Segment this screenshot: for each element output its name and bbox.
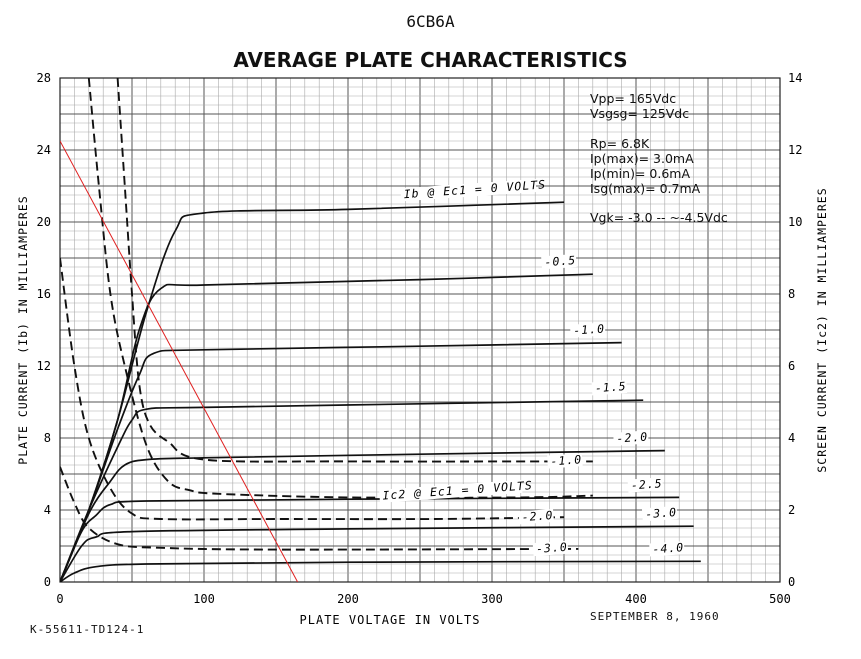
y2-tick-label: 4	[788, 431, 795, 445]
y2-tick-label: 8	[788, 287, 795, 301]
spec-vsgsg: Vsgsg= 125Vdc	[590, 106, 690, 121]
y-tick-label: 4	[44, 503, 51, 517]
curve-label-bg	[518, 509, 554, 525]
y-tick-label: 8	[44, 431, 51, 445]
load-line	[60, 140, 299, 582]
curve-label: -1.0	[550, 452, 583, 468]
y-tick-label: 0	[44, 575, 51, 589]
screen-curve	[116, 78, 593, 463]
tube-type-heading: 6CB6A	[406, 12, 455, 31]
curve-label-bg	[400, 178, 537, 202]
date-label: SEPTEMBER 8, 1960	[590, 610, 720, 623]
plate-curve	[60, 525, 694, 582]
curve-label: -2.0	[521, 508, 554, 524]
curve-label: -1.5	[594, 379, 627, 395]
chart-labels: 0 100 200 300 400 500048121620242802468101214…	[16, 71, 829, 627]
curve-label-bg	[641, 506, 678, 522]
drawing-number: K-55611-TD124-1	[30, 623, 145, 636]
x-tick-label: 400	[625, 592, 647, 606]
spec-ip-min: Ip(min)= 0.6mA	[590, 166, 690, 181]
spec-ip-max: Ip(max)= 3.0mA	[590, 151, 694, 166]
curve-label-bg	[649, 541, 685, 557]
plot-frame	[59, 77, 781, 583]
plate-curve	[60, 560, 701, 582]
spec-rp: Rp= 6.8K	[590, 136, 650, 151]
curve-label-bg	[569, 322, 606, 338]
chart-title: AVERAGE PLATE CHARACTERISTICS	[233, 48, 628, 72]
y2-tick-label: 14	[788, 71, 802, 85]
plate-curve	[60, 449, 665, 582]
curve-label: -3.0	[536, 540, 569, 556]
y-tick-label: 12	[37, 359, 51, 373]
y-tick-label: 16	[37, 287, 51, 301]
curve-label-bg	[532, 540, 569, 557]
screen-curve	[60, 257, 565, 521]
curve-label: Ib @ Ec1 = 0 VOLTS	[403, 177, 546, 201]
x-tick-label: 500	[769, 592, 791, 606]
y2-tick-label: 0	[788, 575, 795, 589]
curve-label-bg	[547, 453, 583, 469]
plate-curve	[60, 341, 622, 582]
curve-label-bg	[541, 254, 577, 270]
curve-label: -2.5	[630, 476, 663, 492]
x-tick-label: 100	[193, 592, 215, 606]
y-tick-label: 24	[37, 143, 51, 157]
y2-tick-label: 6	[788, 359, 795, 373]
curve-label-bg	[613, 430, 649, 446]
plate-curve	[60, 201, 565, 582]
curve-label: -4.0	[652, 540, 685, 556]
x-tick-label: 0	[56, 592, 63, 606]
spec-vgk: Vgk= -3.0 -- ~-4.5Vdc	[590, 210, 728, 225]
curve-label-bg	[591, 380, 628, 396]
screen-curve	[60, 466, 579, 551]
y2-tick-label: 2	[788, 503, 795, 517]
y2-tick-label: 10	[788, 215, 802, 229]
x-tick-label: 200	[337, 592, 359, 606]
y2-axis-label: SCREEN CURRENT (Ic2) IN MILLIAMPERES	[815, 187, 829, 472]
curve-label-bg	[379, 479, 523, 503]
chart-curves	[60, 78, 701, 582]
curve-label: -0.5	[544, 253, 577, 269]
spec-vpp: Vpp= 165Vdc	[590, 91, 677, 106]
curve-label-bg	[627, 477, 664, 493]
x-axis-label: PLATE VOLTAGE IN VOLTS	[300, 613, 481, 627]
curve-label: -1.0	[573, 321, 606, 337]
y-tick-label: 20	[37, 215, 51, 229]
chart-axes	[59, 77, 781, 583]
y-axis-label: PLATE CURRENT (Ib) IN MILLIAMPERES	[16, 195, 30, 464]
x-tick-label: 300	[481, 592, 503, 606]
plate-curve	[60, 399, 644, 582]
y2-tick-label: 12	[788, 143, 802, 157]
curve-label: -3.0	[645, 505, 678, 521]
spec-isg-max: Isg(max)= 0.7mA	[590, 181, 701, 196]
y-tick-label: 28	[37, 71, 51, 85]
curve-label: -2.0	[616, 429, 649, 445]
